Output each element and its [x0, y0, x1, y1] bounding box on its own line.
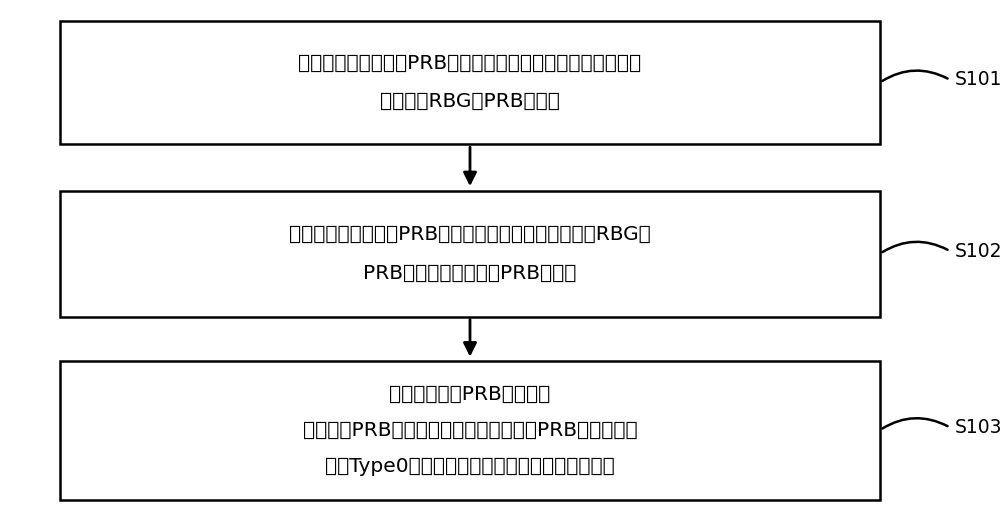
Text: PRB的数量，确定实际PRB利用率: PRB的数量，确定实际PRB利用率 [363, 264, 577, 282]
Text: 并在实际PRB利用率大于或等于预设最小PRB利用率时，: 并在实际PRB利用率大于或等于预设最小PRB利用率时， [303, 421, 637, 439]
Bar [60, 360, 880, 500]
Text: 确定当前用户需要的PRB总数，及当前用户所属的小区带宽配: 确定当前用户需要的PRB总数，及当前用户所属的小区带宽配 [298, 54, 642, 73]
Text: S103: S103 [955, 418, 1000, 437]
Text: S102: S102 [955, 242, 1000, 261]
Bar [60, 191, 880, 317]
Text: 基于当前用户需要的PRB总数，及小区带宽配置的每个RBG中: 基于当前用户需要的PRB总数，及小区带宽配置的每个RBG中 [289, 225, 651, 244]
Text: 获取预设最小PRB利用率，: 获取预设最小PRB利用率， [389, 385, 551, 403]
Text: 置的每个RBG中PRB的数量: 置的每个RBG中PRB的数量 [380, 92, 560, 111]
Bar [60, 21, 880, 144]
Text: S101: S101 [955, 71, 1000, 89]
Text: 通过Type0频域分配方式为当前用户分配频域资源: 通过Type0频域分配方式为当前用户分配频域资源 [325, 457, 615, 475]
